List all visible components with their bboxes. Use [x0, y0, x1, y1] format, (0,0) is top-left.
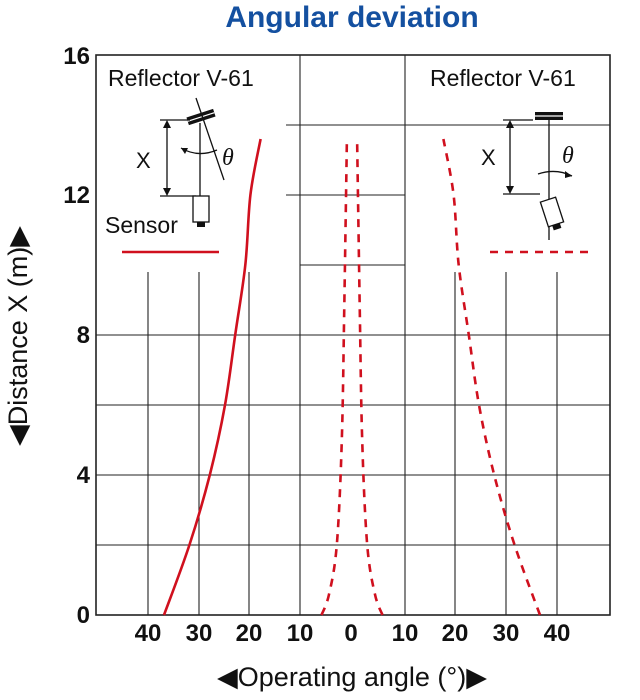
legend-left: Reflector V-61 X θ Sensor — [105, 65, 254, 254]
dimension-right-arrowhead-down — [506, 186, 514, 194]
x-tick-label-left-20: 20 — [236, 620, 263, 647]
reflector-left-normal-line — [195, 97, 225, 181]
legend-right-theta-symbol: θ — [562, 143, 574, 169]
legend-left-sensor-label: Sensor — [105, 212, 178, 238]
series-line-right — [442, 138, 542, 616]
series-line-left — [162, 138, 262, 616]
chart-title: Angular deviation — [225, 1, 478, 34]
series-group — [162, 138, 542, 616]
sensor-right-icon — [539, 196, 565, 231]
y-tick-label-12: 12 — [63, 182, 90, 209]
y-tick-labels: 0 4 8 12 16 — [63, 43, 90, 629]
x-tick-label-right-40: 40 — [544, 620, 571, 647]
x-tick-label-right-20: 20 — [442, 620, 469, 647]
grid — [96, 55, 610, 615]
x-tick-labels: 40 30 20 10 0 10 20 30 40 — [135, 620, 571, 647]
x-tick-label-left-40: 40 — [135, 620, 162, 647]
y-tick-label-8: 8 — [77, 322, 90, 349]
legend-right-x-symbol: X — [481, 145, 496, 170]
angle-right-arrowhead — [565, 171, 572, 178]
x-tick-label-0: 0 — [344, 620, 357, 647]
legend-left-x-symbol: X — [136, 148, 151, 173]
dimension-left-arrowhead-up — [163, 120, 171, 128]
legend-right-label: Reflector V-61 — [430, 65, 576, 91]
y-tick-label-0: 0 — [77, 602, 90, 629]
series-line-center-right — [355, 138, 384, 616]
dimension-left-arrowhead-down — [163, 188, 171, 196]
y-tick-label-16: 16 — [63, 43, 90, 70]
x-tick-label-left-10: 10 — [287, 620, 314, 647]
y-axis-label: ◀Distance X (m)▶ — [3, 226, 33, 446]
sensor-left-connector-icon — [197, 222, 205, 227]
legend-left-theta-symbol: θ — [222, 145, 234, 171]
sensor-left-icon — [192, 195, 210, 223]
legend-right: Reflector V-61 X θ — [430, 65, 592, 254]
series-line-center-left — [320, 138, 349, 616]
x-tick-label-right-10: 10 — [392, 620, 419, 647]
reflector-left-icon — [186, 108, 216, 126]
x-axis-label: ◀Operating angle (°)▶ — [217, 662, 487, 692]
angle-left-arrowhead — [181, 148, 188, 154]
dimension-right-arrowhead-up — [506, 120, 514, 128]
plot-frame — [95, 54, 611, 616]
y-tick-label-4: 4 — [77, 462, 91, 489]
x-tick-label-left-30: 30 — [186, 620, 213, 647]
legend-left-label: Reflector V-61 — [108, 65, 254, 91]
x-tick-label-right-30: 30 — [493, 620, 520, 647]
